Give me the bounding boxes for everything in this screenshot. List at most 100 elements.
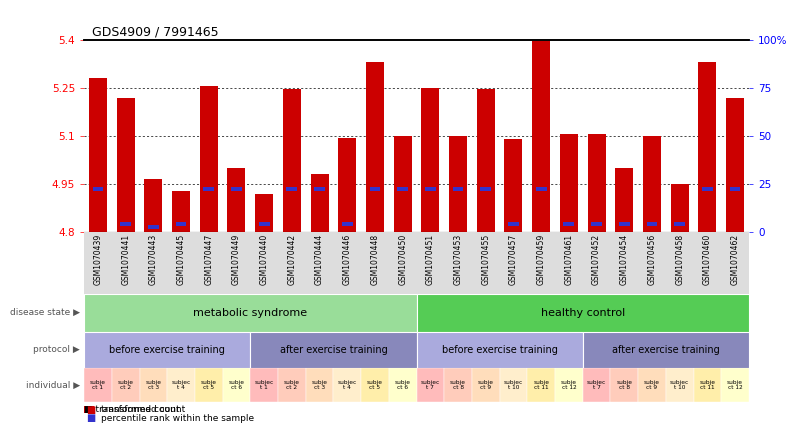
Bar [361,368,388,402]
Bar [698,62,716,232]
Bar [89,78,107,232]
Text: subje
ct 9: subje ct 9 [477,380,493,390]
Bar [449,136,467,232]
Text: subje
ct 2: subje ct 2 [284,380,300,390]
Text: before exercise training: before exercise training [109,345,225,354]
Bar [481,187,491,191]
Bar [445,368,472,402]
Bar [730,187,740,191]
Bar [536,187,546,191]
Text: ■: ■ [87,405,96,415]
Text: GSM1070453: GSM1070453 [453,234,462,286]
Bar [500,368,527,402]
Bar [638,368,666,402]
Text: GSM1070458: GSM1070458 [675,234,684,285]
Bar [643,136,661,232]
Bar [144,179,163,232]
Bar [670,184,689,232]
Bar [508,222,519,226]
Text: GSM1070446: GSM1070446 [343,234,352,286]
Bar [203,187,214,191]
Bar [588,135,606,232]
Bar [84,368,112,402]
Text: subje
ct 6: subje ct 6 [228,380,244,390]
Text: GSM1070448: GSM1070448 [371,234,380,285]
Text: GDS4909 / 7991465: GDS4909 / 7991465 [92,25,219,38]
Bar [425,187,436,191]
Text: subje
ct 5: subje ct 5 [201,380,217,390]
Bar [195,368,223,402]
Bar [250,332,417,368]
Text: GSM1070462: GSM1070462 [731,234,739,285]
Bar [342,222,352,226]
Text: before exercise training: before exercise training [441,345,557,354]
Bar [694,368,721,402]
Bar [453,187,464,191]
Bar [646,222,658,226]
Text: GSM1070440: GSM1070440 [260,234,268,286]
Bar [314,187,325,191]
Bar [311,174,328,232]
Text: subjec
t 4: subjec t 4 [171,380,191,390]
Bar [397,187,408,191]
Text: subje
ct 1: subje ct 1 [90,380,106,390]
Text: healthy control: healthy control [541,308,625,318]
Bar [84,294,417,332]
Text: GSM1070444: GSM1070444 [315,234,324,286]
Text: metabolic syndrome: metabolic syndrome [193,308,308,318]
Bar [591,222,602,226]
Text: GSM1070445: GSM1070445 [176,234,186,286]
Text: subje
ct 11: subje ct 11 [699,380,715,390]
Text: subje
ct 8: subje ct 8 [616,380,632,390]
Text: GSM1070452: GSM1070452 [592,234,601,285]
Text: disease state ▶: disease state ▶ [10,308,80,317]
Text: transformed count: transformed count [101,405,185,414]
Text: subje
ct 6: subje ct 6 [395,380,411,390]
Text: GSM1070451: GSM1070451 [426,234,435,285]
Bar [702,187,713,191]
Bar [417,332,583,368]
Text: percentile rank within the sample: percentile rank within the sample [101,414,254,423]
Bar [84,332,250,368]
Bar [421,88,440,232]
Text: subje
ct 3: subje ct 3 [312,380,328,390]
Text: GSM1070442: GSM1070442 [288,234,296,285]
Text: GSM1070460: GSM1070460 [703,234,712,286]
Bar [256,194,273,232]
Bar [333,368,361,402]
Text: subje
ct 8: subje ct 8 [450,380,466,390]
Text: GSM1070457: GSM1070457 [509,234,518,286]
Bar [666,368,694,402]
Bar [120,222,131,226]
Text: GSM1070443: GSM1070443 [149,234,158,286]
Text: GSM1070461: GSM1070461 [565,234,574,285]
Bar [227,168,245,232]
Bar [610,368,638,402]
Bar [582,332,749,368]
Bar [117,98,135,232]
Bar [417,294,749,332]
Bar [555,368,582,402]
Bar [306,368,333,402]
Bar [532,41,550,232]
Text: GSM1070454: GSM1070454 [620,234,629,286]
Bar [393,136,412,232]
Bar [505,139,522,232]
Text: after exercise training: after exercise training [612,345,720,354]
Bar [582,368,610,402]
Text: subjec
t 10: subjec t 10 [670,380,690,390]
Bar [417,368,445,402]
Text: GSM1070441: GSM1070441 [121,234,130,285]
Text: GSM1070456: GSM1070456 [647,234,657,286]
Bar [93,187,103,191]
Text: subjec
t 7: subjec t 7 [421,380,440,390]
Text: subje
ct 2: subje ct 2 [118,380,134,390]
Bar [721,368,749,402]
Bar [250,368,278,402]
Bar [223,368,250,402]
Bar [172,190,190,232]
Text: individual ▶: individual ▶ [26,380,80,390]
Text: protocol ▶: protocol ▶ [34,345,80,354]
Text: subje
ct 9: subje ct 9 [644,380,660,390]
Bar [366,62,384,232]
